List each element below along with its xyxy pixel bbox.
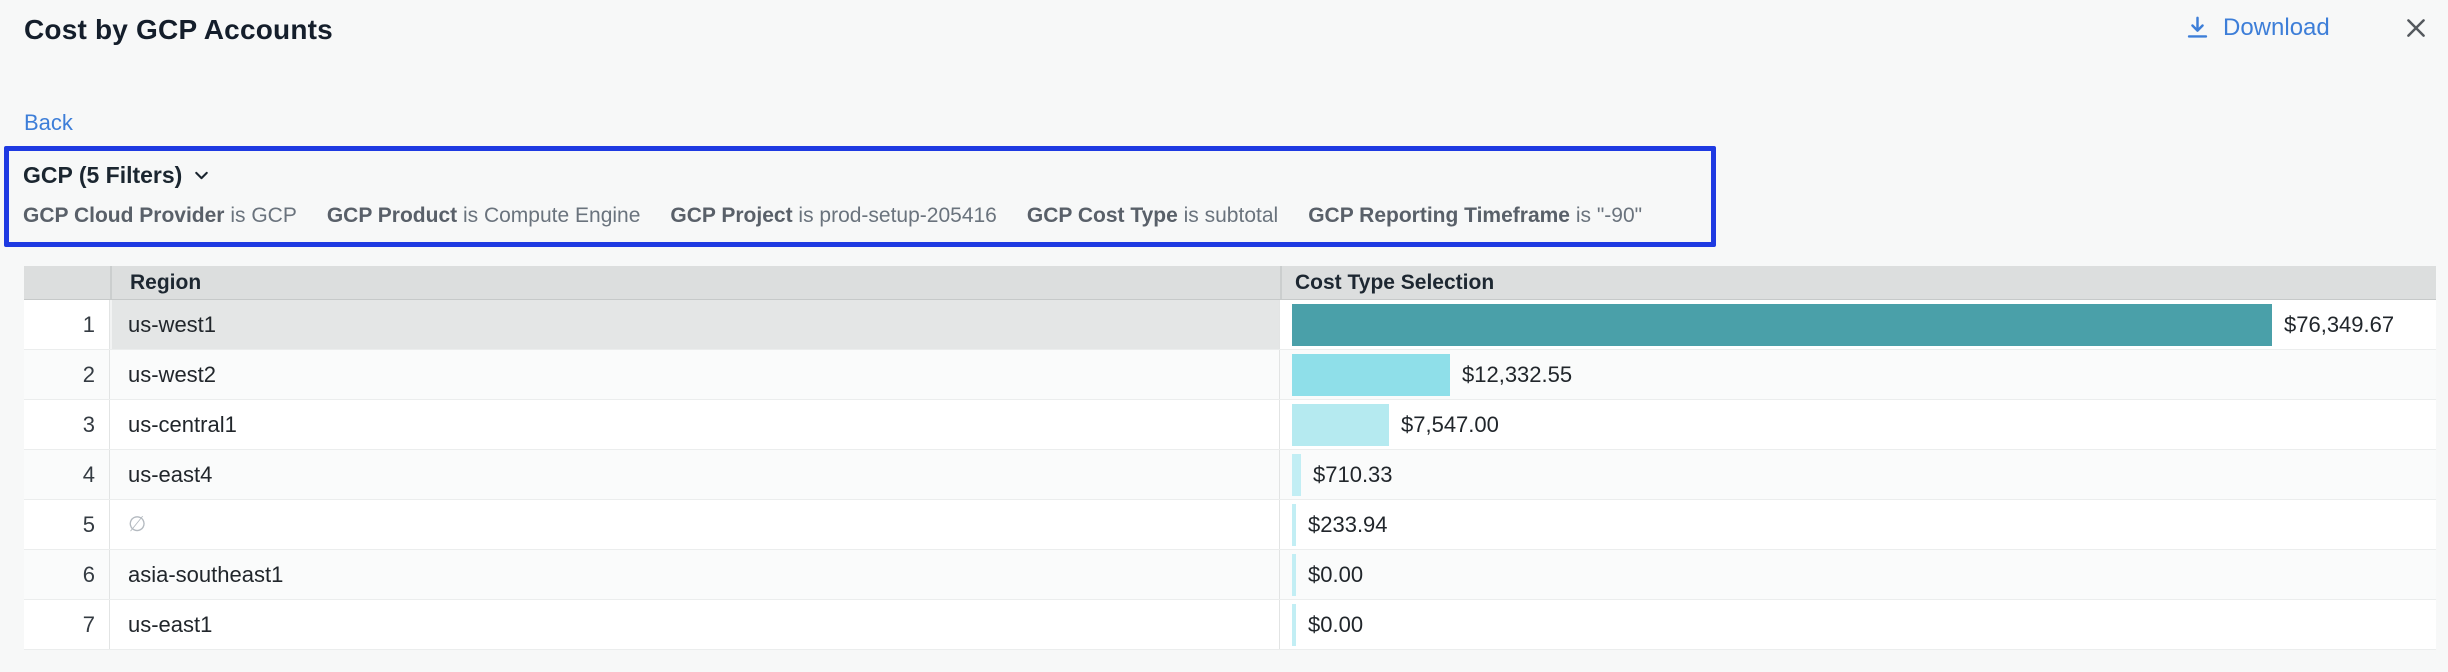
row-index: 2 (24, 350, 110, 399)
cost-value: $0.00 (1308, 611, 1364, 637)
cost-value: $233.94 (1308, 511, 1388, 537)
filter-chip-list: GCP Cloud Provider is GCP GCP Product is … (23, 204, 1697, 228)
filter-chip: GCP Cost Type is subtotal (1027, 204, 1278, 228)
filter-chip-name: GCP Reporting Timeframe (1308, 204, 1570, 227)
filter-panel: GCP (5 Filters) GCP Cloud Provider is GC… (4, 146, 1716, 247)
cost-bar[interactable] (1292, 403, 1389, 446)
row-index: 5 (24, 500, 110, 549)
table-row[interactable]: 7 us-east1 $0.00 (24, 600, 2436, 650)
download-icon (2187, 16, 2208, 38)
column-header-index (24, 266, 110, 299)
back-link[interactable]: Back (24, 110, 73, 135)
table-row[interactable]: 5 ∅ $233.94 (24, 500, 2436, 550)
cost-bar-cell: $12,332.55 (1280, 350, 2436, 399)
region-cell[interactable]: us-east1 (110, 600, 1280, 649)
top-bar: Cost by GCP Accounts Download (0, 0, 2448, 64)
cost-bar-cell: $710.33 (1280, 450, 2436, 499)
cost-bar[interactable] (1292, 503, 1296, 546)
filter-chip-condition: is GCP (224, 204, 297, 227)
table-row[interactable]: 6 asia-southeast1 $0.00 (24, 550, 2436, 600)
cost-bar-cell: $0.00 (1280, 550, 2436, 599)
filter-chip-condition: is prod-setup-205416 (792, 204, 997, 227)
table-row[interactable]: 4 us-east4 $710.33 (24, 450, 2436, 500)
filter-chip-name: GCP Cost Type (1026, 204, 1178, 227)
row-index: 1 (24, 300, 110, 349)
region-cell[interactable]: us-west1 (110, 300, 1280, 349)
filter-chip-condition: is Compute Engine (457, 204, 641, 227)
filter-chip-condition: is "-90" (1569, 204, 1643, 227)
cost-value: $710.33 (1313, 461, 1393, 487)
cost-bar-cell: $76,349.67 (1280, 300, 2436, 349)
page-title: Cost by GCP Accounts (24, 14, 333, 45)
filter-chip-name: GCP Product (326, 204, 458, 227)
table-header-row: Region Cost Type Selection (24, 266, 2436, 300)
filter-summary-dropdown[interactable]: GCP (5 Filters) (23, 162, 212, 189)
region-cell[interactable]: us-central1 (110, 400, 1280, 449)
table-body: 1 us-west1 $76,349.67 2 us-west2 $12,332… (24, 300, 2436, 650)
table-row[interactable]: 3 us-central1 $7,547.00 (24, 400, 2436, 450)
cost-bar-cell: $7,547.00 (1280, 400, 2436, 449)
cost-bar-cell: $233.94 (1280, 500, 2436, 549)
cost-value: $12,332.55 (1462, 361, 1573, 387)
cost-bar[interactable] (1292, 603, 1296, 646)
download-button[interactable]: Download (2184, 14, 2330, 42)
filter-chip: GCP Product is Compute Engine (327, 204, 641, 228)
cost-bar[interactable] (1292, 303, 2272, 346)
filter-summary-label: GCP (5 Filters) (23, 162, 183, 188)
column-header-region[interactable]: Region (110, 266, 1280, 299)
region-cell[interactable]: us-west2 (110, 350, 1280, 399)
region-cell[interactable]: ∅ (110, 500, 1280, 549)
cost-table: Region Cost Type Selection 1 us-west1 $7… (24, 266, 2436, 650)
row-index: 7 (24, 600, 110, 649)
row-index: 4 (24, 450, 110, 499)
region-cell[interactable]: us-east4 (110, 450, 1280, 499)
filter-chip-condition: is subtotal (1177, 204, 1279, 227)
filter-chip: GCP Cloud Provider is GCP (23, 204, 297, 228)
row-index: 3 (24, 400, 110, 449)
chevron-down-icon (195, 171, 209, 180)
filter-chip: GCP Project is prod-setup-205416 (670, 204, 996, 228)
cost-bar[interactable] (1292, 353, 1450, 396)
cost-value: $0.00 (1308, 561, 1364, 587)
cost-bar[interactable] (1292, 453, 1301, 496)
table-row[interactable]: 2 us-west2 $12,332.55 (24, 350, 2436, 400)
column-header-cost-type-selection[interactable]: Cost Type Selection (1280, 266, 2436, 299)
filter-chip: GCP Reporting Timeframe is "-90" (1308, 204, 1642, 228)
filter-chip-name: GCP Project (670, 204, 793, 227)
close-icon[interactable] (2398, 10, 2434, 46)
filter-chip-name: GCP Cloud Provider (23, 204, 225, 227)
download-label: Download (2223, 14, 2330, 41)
table-row[interactable]: 1 us-west1 $76,349.67 (24, 300, 2436, 350)
region-cell[interactable]: asia-southeast1 (110, 550, 1280, 599)
cost-bar[interactable] (1292, 553, 1296, 596)
cost-bar-cell: $0.00 (1280, 600, 2436, 649)
row-index: 6 (24, 550, 110, 599)
cost-value: $76,349.67 (2284, 311, 2395, 337)
cost-value: $7,547.00 (1401, 411, 1499, 437)
